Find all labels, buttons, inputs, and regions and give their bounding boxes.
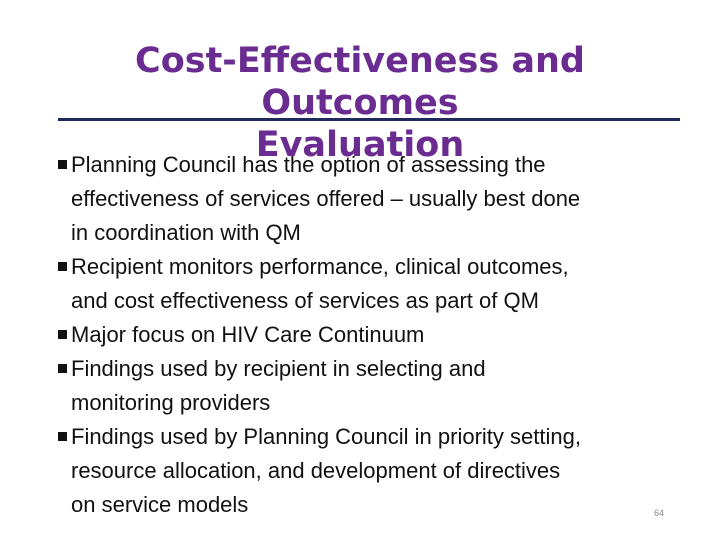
bullet-item: Recipient monitors performance, clinical…	[58, 250, 698, 318]
bullet-line: Major focus on HIV Care Continuum	[71, 322, 425, 347]
title-underline	[58, 118, 680, 121]
bullet-line: Findings used by Planning Council in pri…	[71, 424, 581, 449]
bullet-line: on service models	[71, 492, 249, 517]
slide-title: Cost-Effectiveness and Outcomes Evaluati…	[40, 40, 680, 166]
square-bullet-icon	[58, 364, 67, 373]
slide-title-line-1: Cost-Effectiveness and Outcomes	[135, 41, 585, 123]
bullet-item: Major focus on HIV Care Continuum	[58, 318, 698, 352]
square-bullet-icon	[58, 160, 67, 169]
bullet-line: effectiveness of services offered – usua…	[71, 186, 581, 211]
bullet-item: Findings used by recipient in selecting …	[58, 352, 698, 420]
bullet-line: resource allocation, and development of …	[71, 458, 561, 483]
bullet-line: Planning Council has the option of asses…	[71, 152, 546, 177]
slide-title-line-2: Evaluation	[255, 125, 465, 165]
bullet-list: Planning Council has the option of asses…	[58, 148, 698, 522]
square-bullet-icon	[58, 262, 67, 271]
bullet-item: Planning Council has the option of asses…	[58, 148, 698, 250]
square-bullet-icon	[58, 432, 67, 441]
page-number: 64	[653, 508, 664, 518]
bullet-line: in coordination with QM	[71, 220, 301, 245]
bullet-item: Findings used by Planning Council in pri…	[58, 420, 698, 522]
bullet-line: and cost effectiveness of services as pa…	[71, 288, 539, 313]
bullet-line: Recipient monitors performance, clinical…	[71, 254, 569, 279]
bullet-line: Findings used by recipient in selecting …	[71, 356, 486, 381]
square-bullet-icon	[58, 330, 67, 339]
bullet-line: monitoring providers	[71, 390, 271, 415]
